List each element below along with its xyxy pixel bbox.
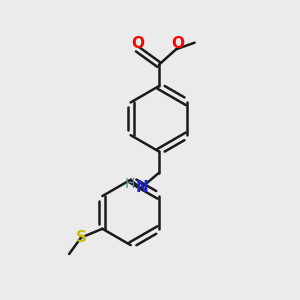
Text: S: S: [76, 230, 87, 245]
Text: H: H: [125, 177, 135, 191]
Text: N: N: [135, 180, 148, 195]
Text: O: O: [171, 36, 184, 51]
Text: O: O: [131, 36, 144, 51]
